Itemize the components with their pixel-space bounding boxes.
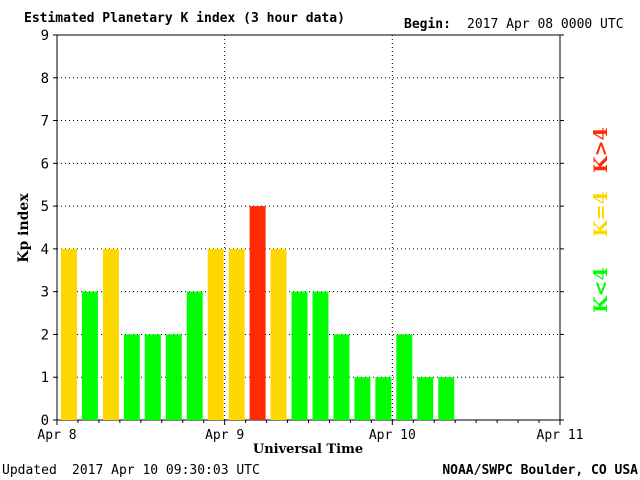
kp-bar [123, 334, 140, 420]
kp-bar [228, 248, 245, 420]
source-credit: NOAA/SWPC Boulder, CO USA [442, 463, 638, 478]
y-tick-label: 5 [41, 199, 49, 215]
begin-value: 2017 Apr 08 0000 UTC [467, 17, 624, 32]
y-axis-title: Kp index [16, 193, 32, 263]
kp-bar [270, 248, 287, 420]
x-tick-label: Apr 8 [37, 428, 76, 443]
x-tick-label: Apr 10 [369, 428, 416, 443]
kp-bar [61, 248, 77, 420]
x-tick-label: Apr 11 [537, 428, 584, 443]
bars [61, 206, 455, 420]
kp-bar [396, 334, 413, 420]
kp-bar [249, 206, 266, 420]
kp-bar [102, 248, 119, 420]
kp-bar [186, 291, 203, 420]
y-tick-label: 7 [41, 114, 49, 130]
kp-bar [144, 334, 161, 420]
kp-bar [354, 377, 371, 420]
x-tick-label: Apr 9 [205, 428, 244, 443]
kp-bar [165, 334, 182, 420]
kp-bar [375, 377, 392, 420]
y-axis-ticks: 0 1 2 3 4 5 6 7 8 9 [41, 28, 564, 429]
y-tick-label: 6 [41, 156, 49, 172]
y-tick-label: 3 [41, 285, 49, 301]
kp-bar [333, 334, 350, 420]
y-tick-label: 4 [41, 242, 49, 258]
y-tick-label: 9 [41, 28, 49, 44]
kp-bar [291, 291, 308, 420]
kp-bar [438, 377, 455, 420]
legend-high: K>4 [590, 127, 612, 173]
y-tick-label: 8 [41, 71, 49, 87]
chart-title: Estimated Planetary K index (3 hour data… [24, 11, 345, 26]
legend-mid: K=4 [590, 191, 612, 237]
begin-label: Begin: [404, 17, 451, 32]
y-tick-label: 1 [41, 370, 49, 386]
x-axis-ticks: Apr 8 Apr 9 Apr 10 Apr 11 [37, 420, 583, 443]
kp-bar [207, 248, 224, 420]
updated-value: 2017 Apr 10 09:30:03 UTC [72, 463, 260, 478]
y-tick-label: 2 [41, 327, 49, 343]
grid-lines [57, 35, 560, 420]
kp-bar [312, 291, 329, 420]
y-tick-label: 0 [41, 413, 49, 429]
kp-bar [81, 291, 98, 420]
legend-low: K<4 [590, 267, 612, 313]
updated-label: Updated [2, 463, 57, 478]
kp-bar [417, 377, 434, 420]
x-axis-title: Universal Time [253, 442, 363, 457]
